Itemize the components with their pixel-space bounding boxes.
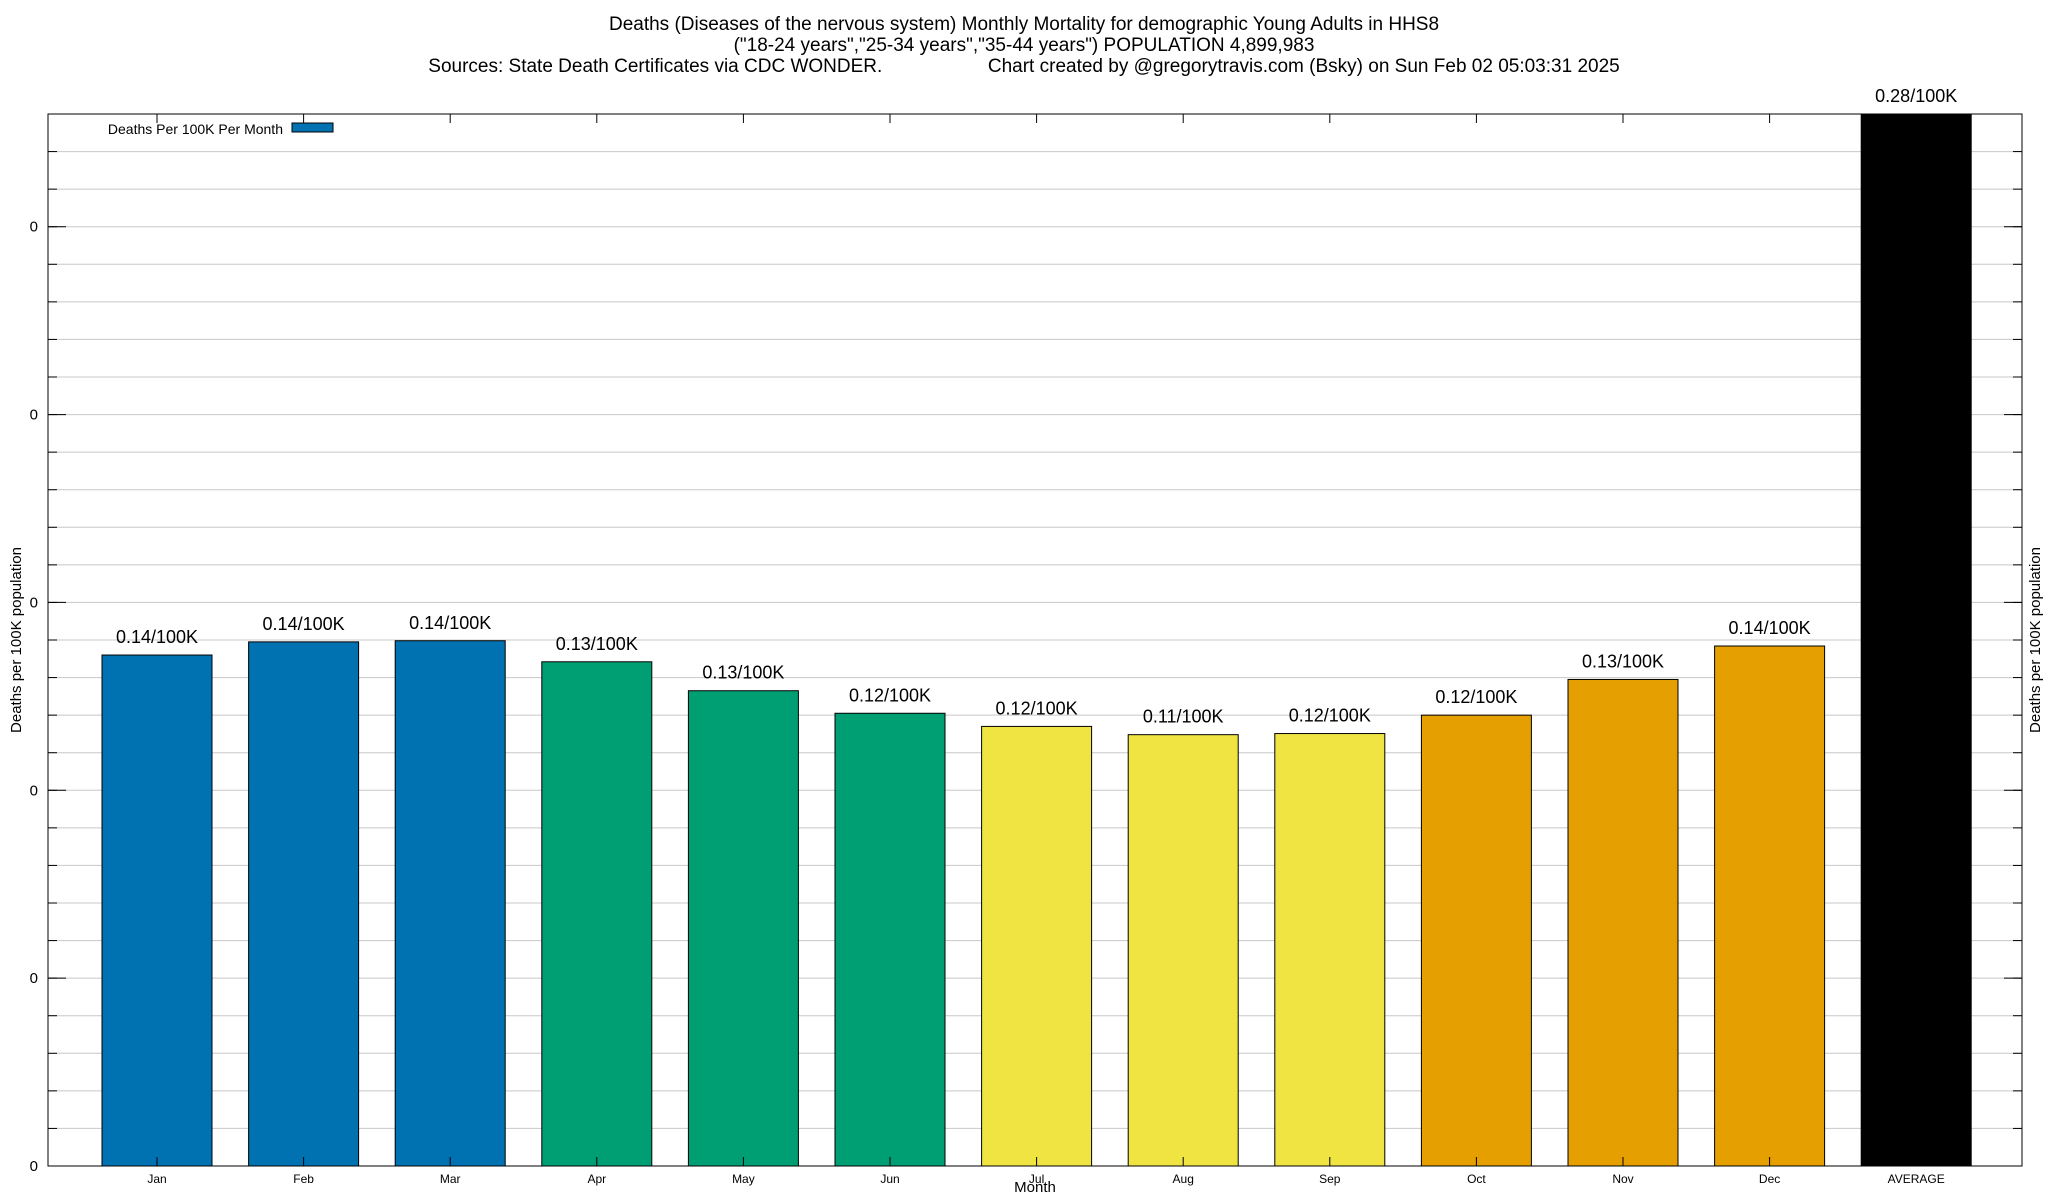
x-tick-label: Apr — [587, 1172, 606, 1186]
legend-label: Deaths Per 100K Per Month — [108, 121, 283, 137]
y-tick-label: 0 — [30, 1158, 38, 1175]
bar — [1274, 733, 1386, 1167]
bar — [687, 690, 799, 1167]
x-tick-label: Mar — [440, 1172, 461, 1186]
bar-value-labels: 0.14/100K 0.14/100K 0.14/100K 0.13/100K 0.13… — [116, 86, 1957, 727]
x-tick-label: Jan — [147, 1172, 166, 1186]
x-tick-label: Dec — [1759, 1172, 1780, 1186]
chart-credit: Chart created by @gregorytravis.com (Bsk… — [987, 56, 1620, 77]
x-tick-label: Feb — [293, 1172, 314, 1186]
bar-value-label: 0.14/100K — [409, 613, 491, 633]
bar-value-label: 0.12/100K — [1435, 687, 1517, 707]
y-tick-label: 0 — [30, 594, 38, 611]
bar-value-label: 0.12/100K — [1289, 706, 1371, 726]
x-tick-label: Nov — [1612, 1172, 1633, 1186]
x-tick-label: Oct — [1467, 1172, 1486, 1186]
bar-value-label: 0.28/100K — [1875, 86, 1957, 106]
chart-sources-line: Sources: State Death Certificates via CD… — [0, 56, 2048, 77]
y-tick-label: 0 — [30, 782, 38, 799]
chart-title: Deaths (Diseases of the nervous system) … — [608, 14, 1440, 35]
bar — [1860, 113, 1972, 1167]
bar-value-label: 0.13/100K — [1582, 651, 1664, 671]
y-axis-title: Deaths per 100K population — [8, 547, 25, 733]
grid-lines — [48, 151, 2022, 1129]
axis-ticks — [48, 114, 2022, 1167]
chart-sources: Sources: State Death Certificates via CD… — [428, 56, 883, 77]
x-tick-label: May — [732, 1172, 755, 1186]
x-tick-label: Jul — [1029, 1172, 1044, 1186]
y2-axis-title: Deaths per 100K population — [2027, 547, 2044, 733]
y-tick-label: 0 — [30, 219, 38, 236]
x-tick-label: Aug — [1173, 1172, 1194, 1186]
bar — [1567, 678, 1679, 1167]
y-tick-label: 0 — [30, 407, 38, 424]
bar — [1420, 714, 1532, 1167]
bar-value-label: 0.14/100K — [116, 627, 198, 647]
bar — [394, 640, 506, 1167]
x-tick-label: Sep — [1319, 1172, 1341, 1186]
bar-value-label: 0.14/100K — [1729, 618, 1811, 638]
legend: Deaths Per 100K Per Month — [108, 121, 334, 137]
legend-swatch — [291, 122, 334, 133]
bar — [1127, 734, 1239, 1167]
y-tick-label: 0 — [30, 970, 38, 987]
bar-value-label: 0.11/100K — [1143, 707, 1224, 727]
x-tick-labels: Jan Feb Mar Apr May Jun Jul Aug Sep Oct Nov Dec AVER… — [147, 1172, 1944, 1186]
bar-value-label: 0.14/100K — [263, 614, 345, 634]
bar-value-label: 0.13/100K — [556, 634, 638, 654]
bar-value-label: 0.12/100K — [996, 698, 1078, 718]
x-axis-title: Month — [1014, 1179, 1056, 1196]
chart-subtitle: ("18-24 years","25-34 years","35-44 year… — [733, 35, 1315, 56]
bar — [541, 661, 653, 1167]
x-tick-label: AVERAGE — [1888, 1172, 1945, 1186]
y-tick-labels: 0 0 0 0 0 0 — [30, 219, 38, 1175]
bar — [101, 654, 213, 1167]
bar — [1714, 645, 1826, 1167]
bar — [248, 641, 360, 1167]
bar-value-label: 0.13/100K — [702, 663, 784, 683]
bar — [834, 712, 946, 1167]
x-tick-label: Jun — [880, 1172, 899, 1186]
bar-value-label: 0.12/100K — [849, 685, 931, 705]
bar — [981, 725, 1093, 1167]
chart-title-block: Deaths (Diseases of the nervous system) … — [0, 14, 2048, 77]
